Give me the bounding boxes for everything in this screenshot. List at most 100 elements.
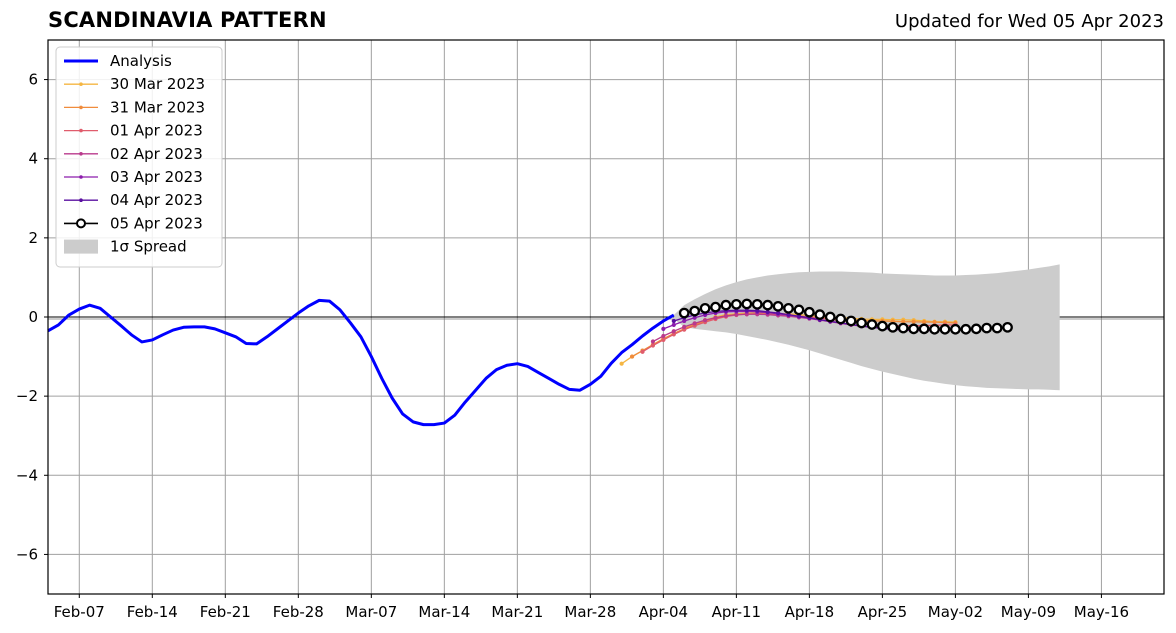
forecast-point: [713, 315, 718, 320]
latest-forecast-point: [877, 320, 888, 332]
forecast-point: [650, 339, 656, 344]
legend-swatch: [64, 239, 98, 254]
plot-frame: [47, 39, 1165, 595]
forecast-point: [682, 324, 687, 329]
y-tick-label: −4: [16, 466, 38, 484]
forecast-point: [671, 329, 676, 334]
legend-entry: 1σ Spread: [64, 238, 187, 256]
legend-entry: 05 Apr 2023: [64, 214, 203, 232]
latest-forecast-point: [731, 298, 742, 310]
latest-forecast-point: [908, 323, 920, 335]
forecast-point: [671, 318, 676, 324]
legend-entry: Analysis: [64, 52, 172, 70]
legend-entry: 04 Apr 2023: [64, 191, 203, 209]
latest-forecast-point: [804, 306, 815, 318]
forecast-point: [640, 349, 645, 354]
forecast-point: [650, 343, 656, 348]
legend-entry: 31 Mar 2023: [64, 98, 205, 116]
latest-forecast-point: [929, 323, 940, 335]
latest-forecast-point: [960, 323, 972, 335]
latest-forecast-point: [939, 323, 951, 335]
y-tick-label: 0: [28, 308, 38, 326]
x-tick-label: Mar-28: [564, 603, 616, 621]
latest-forecast-point: [678, 307, 690, 319]
chart-title: SCANDINAVIA PATTERN: [48, 8, 327, 32]
legend-entry: 30 Mar 2023: [64, 75, 205, 93]
forecast-point: [922, 320, 927, 325]
chart-updated-date: Updated for Wed 05 Apr 2023: [894, 11, 1164, 32]
legend-entry: 01 Apr 2023: [64, 122, 203, 140]
legend-marker: [79, 82, 83, 86]
latest-forecast-point: [1002, 321, 1013, 333]
y-tick-label: −6: [16, 545, 38, 563]
x-tick-label: Apr-11: [712, 603, 762, 621]
x-tick-label: May-09: [1001, 603, 1056, 621]
x-tick-label: Apr-18: [785, 603, 835, 621]
legend-label: 04 Apr 2023: [110, 191, 203, 209]
axis-layer: Feb-07 Feb-14 Feb-21 Feb-28 Mar-07 Mar-14 Mar-…: [16, 39, 1165, 621]
latest-forecast-point: [762, 299, 774, 311]
x-tick-label: Feb-28: [273, 603, 324, 621]
latest-forecast-point: [866, 319, 878, 330]
legend-label: 31 Mar 2023: [110, 98, 205, 116]
analysis-line: [47, 298, 675, 427]
y-tick-label: 4: [28, 150, 38, 168]
x-tick-label: Mar-07: [345, 603, 397, 621]
legend-marker: [79, 198, 83, 202]
series-layer: [47, 298, 1013, 427]
legend-entry: 03 Apr 2023: [64, 168, 203, 186]
legend-marker: [79, 175, 83, 179]
forecast-point: [661, 333, 666, 339]
latest-forecast-point: [824, 311, 836, 323]
latest-forecast-point: [856, 317, 867, 329]
x-tick-label: Apr-25: [858, 603, 908, 621]
latest-forecast-point: [710, 301, 721, 313]
latest-forecast-point: [751, 298, 763, 310]
legend-label: Analysis: [110, 52, 172, 70]
latest-forecast-point: [897, 322, 909, 334]
latest-forecast-point: [845, 315, 857, 327]
forecast-point: [661, 337, 666, 343]
legend-marker: [79, 128, 83, 133]
legend-entry: 02 Apr 2023: [64, 145, 203, 163]
latest-forecast-point: [970, 323, 982, 335]
legend-marker: [76, 218, 86, 229]
x-tick-label: Feb-14: [127, 603, 178, 621]
forecast-point: [702, 318, 708, 323]
legend-box: [55, 46, 223, 268]
y-tick-label: 6: [28, 71, 38, 89]
latest-forecast-point: [741, 298, 753, 310]
forecast-point: [911, 319, 916, 324]
legend-label: 02 Apr 2023: [110, 145, 203, 163]
y-tick-label: 2: [28, 229, 38, 247]
x-tick-label: Apr-04: [639, 603, 689, 621]
legend-label: 1σ Spread: [110, 238, 187, 256]
forecast-point: [671, 322, 676, 328]
grid-layer: [48, 40, 1164, 594]
forecast-point: [661, 326, 666, 331]
forecast-point: [765, 309, 770, 314]
latest-forecast-point: [887, 321, 899, 333]
x-tick-label: Feb-21: [200, 603, 251, 621]
forecast-point: [775, 310, 781, 316]
legend: Analysis 30 Mar 2023 31 Mar 2023 01 Apr 202…: [55, 46, 223, 268]
x-tick-label: Mar-14: [418, 603, 470, 621]
forecast-point: [619, 361, 624, 366]
y-tick-label: −2: [16, 387, 38, 405]
latest-forecast-point: [991, 322, 1003, 334]
latest-forecast-point: [699, 302, 711, 314]
legend-label: 01 Apr 2023: [110, 122, 203, 140]
legend-label: 30 Mar 2023: [110, 75, 205, 93]
x-tick-label: May-02: [928, 603, 983, 621]
latest-forecast-point: [793, 304, 805, 316]
forecast-point: [723, 313, 729, 318]
legend-marker: [79, 105, 83, 110]
x-tick-label: May-16: [1074, 603, 1129, 621]
latest-forecast-point: [950, 323, 961, 335]
latest-forecast-point: [720, 299, 732, 311]
legend-marker: [79, 152, 83, 156]
legend-label: 03 Apr 2023: [110, 168, 203, 186]
latest-forecast-point: [835, 313, 847, 325]
legend-label: 05 Apr 2023: [110, 214, 203, 232]
